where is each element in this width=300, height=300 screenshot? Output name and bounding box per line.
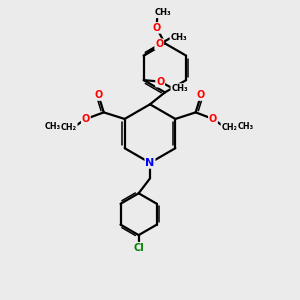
Text: Cl: Cl [133, 243, 144, 253]
Text: CH₃: CH₃ [171, 84, 188, 93]
Text: O: O [94, 90, 103, 100]
Text: CH₃: CH₃ [154, 8, 171, 17]
Text: O: O [152, 23, 161, 33]
Text: O: O [82, 114, 90, 124]
Text: O: O [155, 39, 164, 49]
Text: CH₃: CH₃ [237, 122, 253, 131]
Text: CH₃: CH₃ [44, 122, 61, 131]
Text: O: O [156, 76, 164, 87]
Text: CH₂: CH₂ [221, 122, 238, 131]
Text: O: O [209, 114, 217, 124]
Text: CH₃: CH₃ [170, 33, 187, 42]
Text: CH₂: CH₂ [61, 122, 77, 131]
Text: O: O [197, 90, 205, 100]
Text: N: N [146, 158, 154, 168]
